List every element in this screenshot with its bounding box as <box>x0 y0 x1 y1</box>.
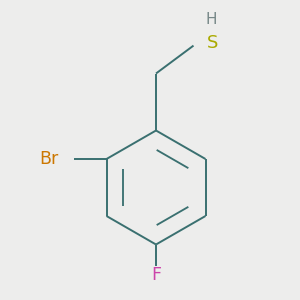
Text: S: S <box>207 34 218 52</box>
Text: F: F <box>151 266 161 284</box>
Text: Br: Br <box>39 150 58 168</box>
Text: H: H <box>206 12 217 27</box>
